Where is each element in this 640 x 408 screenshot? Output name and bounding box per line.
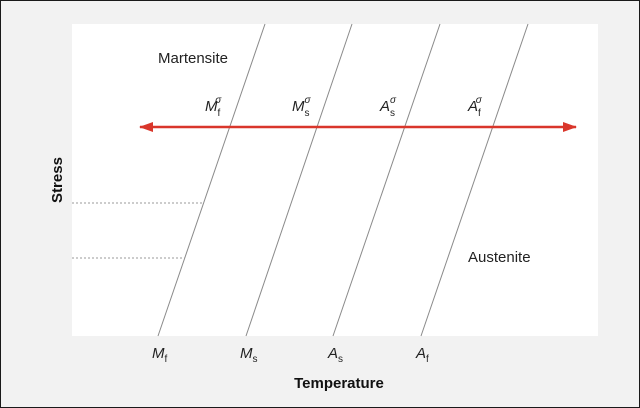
plot-area	[72, 24, 598, 336]
transition-line-mf	[157, 23, 266, 337]
label-af-sigma: Afσ	[467, 95, 483, 119]
label-mf: Mf	[152, 345, 168, 365]
x-axis-label: Temperature	[294, 375, 384, 392]
label-ms-sigma: Msσ	[292, 95, 312, 119]
label-as-sigma: Asσ	[379, 95, 397, 119]
austenite-label: Austenite	[468, 249, 531, 266]
label-mf-sigma: Mfσ	[205, 95, 222, 119]
transition-line-af	[420, 23, 529, 337]
transition-line-ms	[245, 23, 353, 337]
label-ms: Ms	[240, 345, 258, 365]
label-af: Af	[415, 345, 429, 365]
y-axis-label: Stress	[49, 157, 66, 203]
martensite-label: Martensite	[158, 50, 228, 67]
transition-line-as	[332, 23, 441, 337]
label-as: As	[327, 345, 343, 365]
